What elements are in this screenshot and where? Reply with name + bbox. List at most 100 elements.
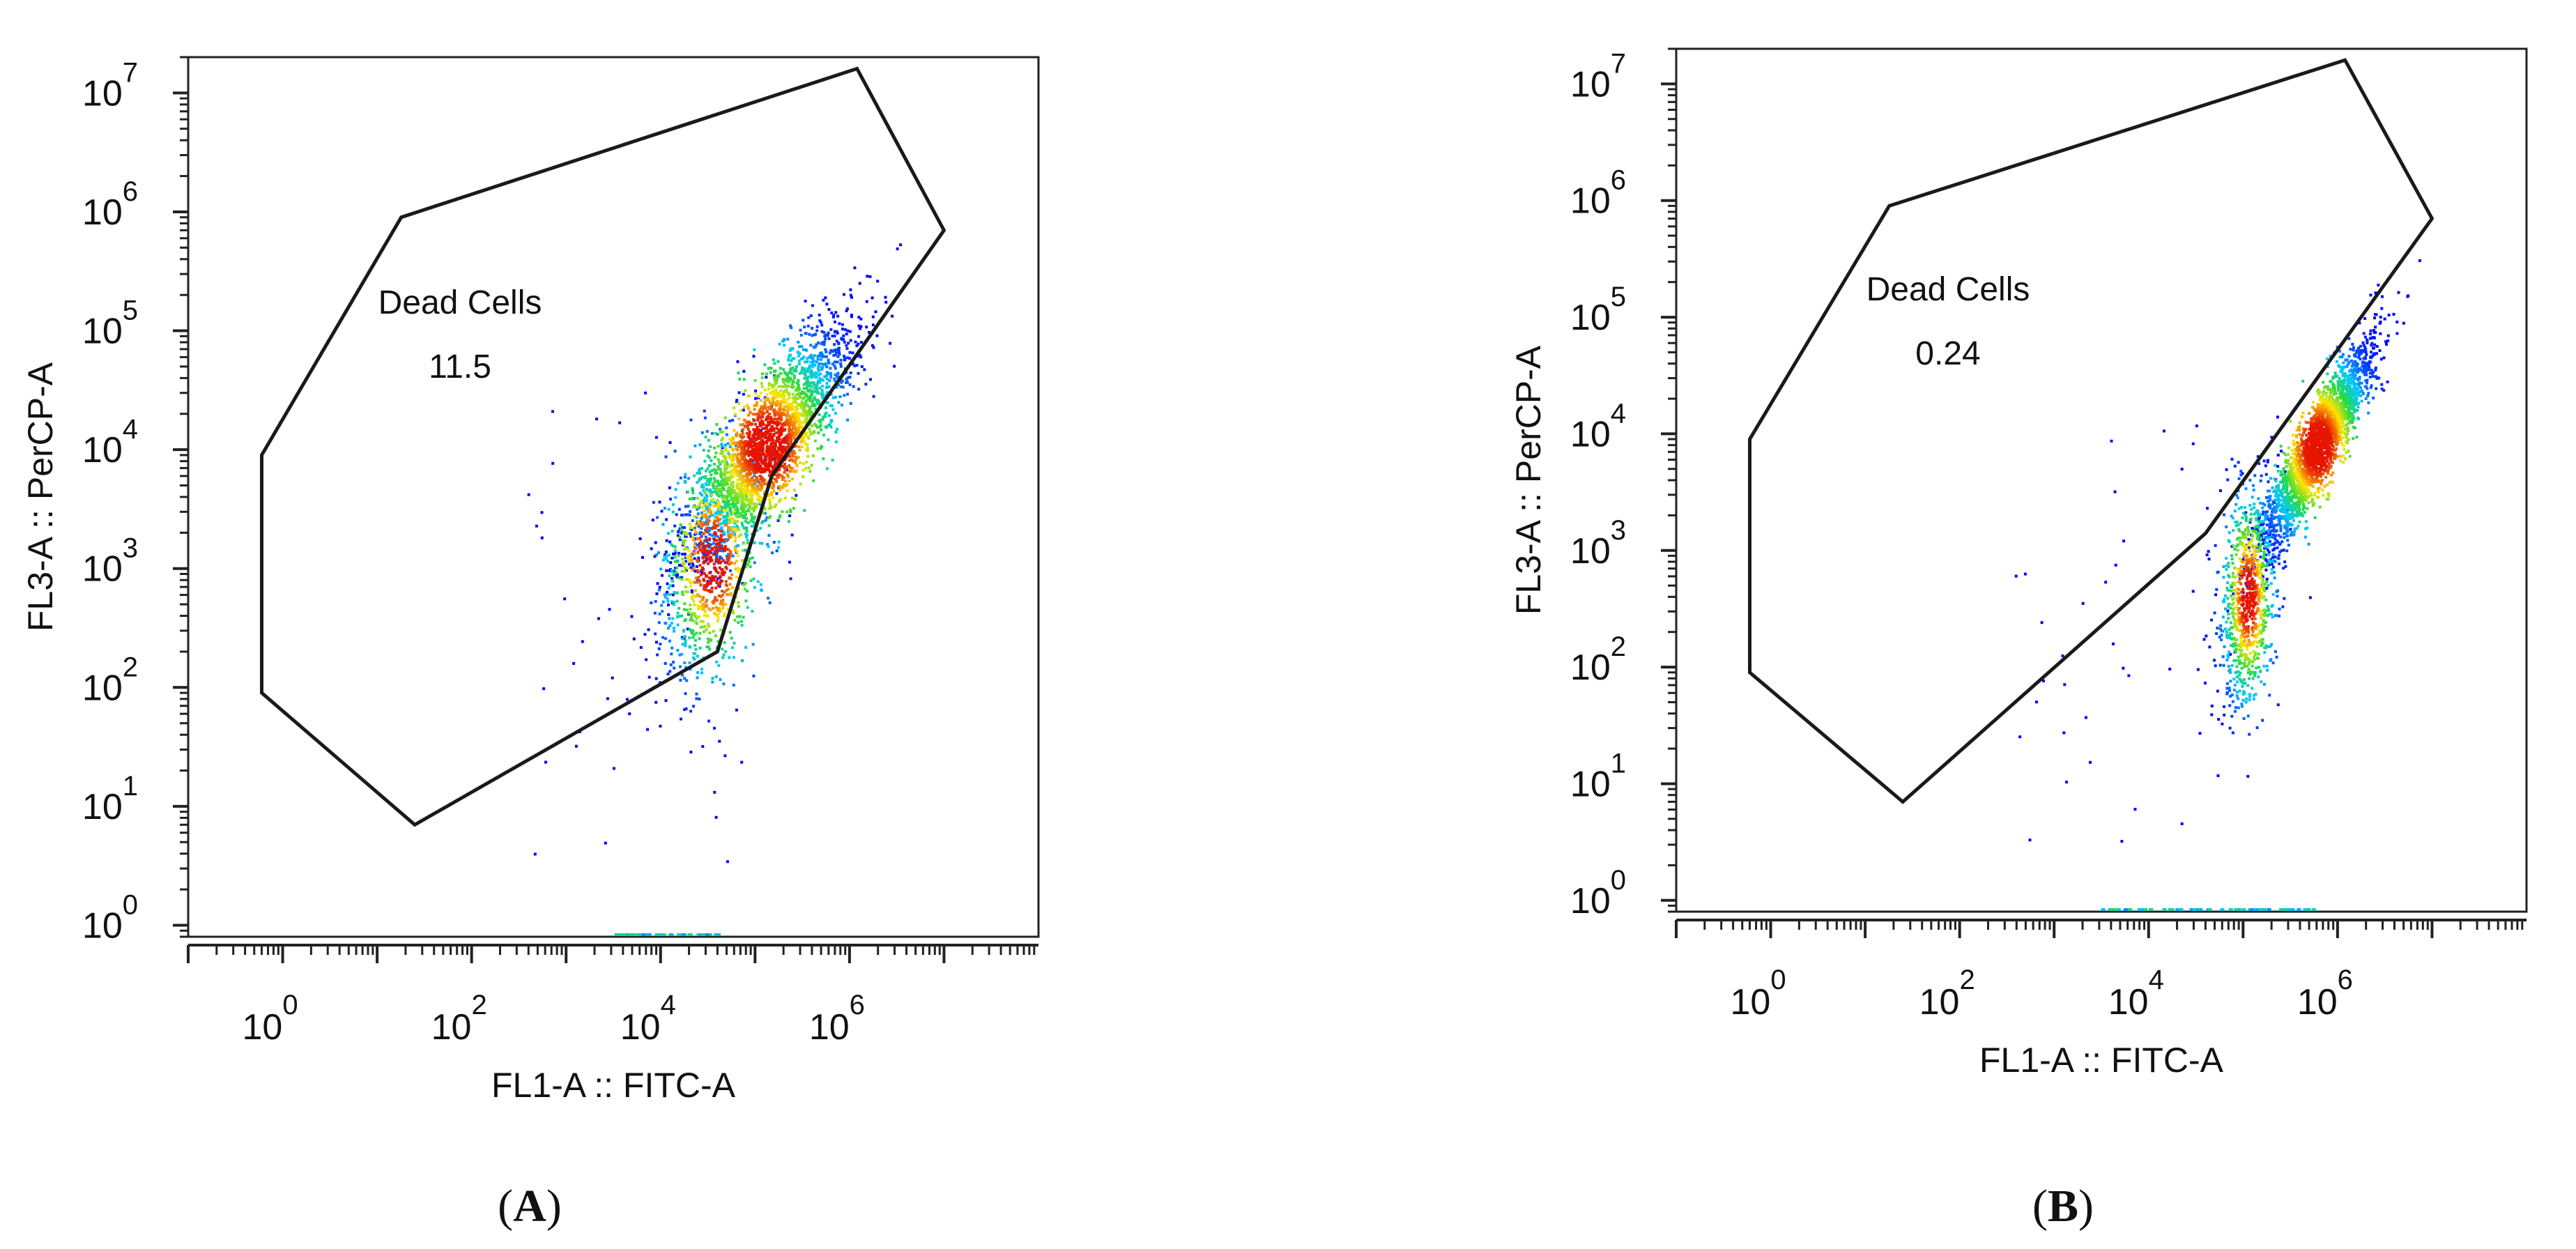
event-dot bbox=[743, 463, 746, 466]
event-dot bbox=[673, 552, 677, 555]
event-dot bbox=[2264, 513, 2267, 516]
event-dot bbox=[715, 660, 719, 664]
event-dot bbox=[806, 417, 809, 421]
event-dot bbox=[819, 418, 822, 422]
event-dot bbox=[2081, 601, 2085, 605]
event-dot bbox=[703, 416, 707, 420]
event-dot bbox=[794, 426, 797, 429]
event-dot bbox=[2210, 713, 2214, 717]
event-dot bbox=[819, 321, 822, 324]
event-dot bbox=[799, 482, 802, 486]
event-dot bbox=[2225, 620, 2228, 624]
event-dot bbox=[699, 539, 703, 543]
event-dot bbox=[660, 509, 664, 513]
event-dot bbox=[696, 505, 699, 509]
event-dot bbox=[673, 601, 676, 604]
event-dot bbox=[753, 515, 756, 519]
event-dot bbox=[753, 442, 756, 445]
event-dot bbox=[731, 419, 735, 422]
event-dot bbox=[681, 558, 684, 561]
event-dot bbox=[805, 420, 808, 423]
event-dot bbox=[715, 579, 719, 583]
event-dot bbox=[2313, 516, 2317, 519]
event-dot bbox=[2285, 502, 2289, 505]
event-dot bbox=[778, 417, 781, 420]
event-dot bbox=[2308, 596, 2312, 599]
event-dot bbox=[2246, 774, 2250, 778]
event-dot bbox=[719, 601, 723, 604]
event-dot bbox=[800, 435, 804, 438]
event-dot bbox=[754, 422, 757, 426]
event-dot bbox=[2271, 661, 2275, 665]
event-dot bbox=[2361, 350, 2365, 353]
event-dot bbox=[2268, 560, 2271, 563]
event-dot bbox=[2244, 519, 2248, 523]
event-dot bbox=[2241, 591, 2245, 595]
event-dot bbox=[707, 622, 710, 626]
event-dot bbox=[2280, 470, 2283, 473]
event-dot bbox=[846, 329, 850, 332]
event-dot bbox=[664, 595, 667, 599]
event-dot bbox=[2257, 666, 2260, 669]
event-dot bbox=[2371, 346, 2375, 350]
event-dot bbox=[699, 620, 703, 623]
x-tick-label: 106 bbox=[809, 990, 865, 1048]
event-dot bbox=[2284, 517, 2287, 521]
event-dot bbox=[724, 447, 728, 450]
event-dot bbox=[2285, 514, 2289, 517]
event-dot bbox=[726, 510, 729, 514]
event-dot bbox=[2365, 362, 2368, 365]
event-dot bbox=[820, 378, 823, 381]
event-dot bbox=[658, 612, 661, 615]
event-dot bbox=[2240, 703, 2244, 705]
event-dot bbox=[776, 475, 779, 479]
event-dot bbox=[691, 636, 695, 639]
event-dot bbox=[661, 574, 664, 577]
event-dot bbox=[777, 484, 781, 488]
event-dot bbox=[2285, 488, 2289, 491]
event-dot bbox=[691, 553, 694, 556]
event-dot bbox=[688, 661, 691, 664]
event-dot bbox=[834, 311, 838, 314]
event-dot bbox=[2278, 562, 2281, 565]
event-dot bbox=[788, 380, 790, 383]
event-dot bbox=[676, 611, 680, 615]
event-dot bbox=[837, 342, 841, 346]
event-dot bbox=[2218, 664, 2222, 667]
event-dot bbox=[749, 477, 753, 481]
event-dot bbox=[675, 591, 679, 595]
event-dot bbox=[651, 519, 654, 522]
event-dot bbox=[762, 404, 766, 408]
event-dot bbox=[2269, 522, 2272, 526]
event-dot bbox=[669, 584, 672, 588]
event-dot bbox=[693, 527, 696, 530]
event-dot bbox=[750, 423, 753, 426]
event-dot bbox=[738, 615, 742, 618]
event-dot bbox=[715, 548, 719, 551]
event-dot bbox=[730, 490, 734, 493]
event-dot bbox=[779, 486, 782, 490]
event-dot bbox=[769, 408, 773, 411]
event-dot bbox=[722, 472, 726, 475]
event-dot bbox=[752, 444, 756, 447]
event-dot bbox=[772, 441, 774, 445]
event-dot bbox=[711, 606, 714, 610]
event-dot bbox=[723, 546, 726, 550]
event-dot bbox=[699, 525, 703, 528]
event-dot bbox=[647, 675, 651, 679]
event-dot bbox=[703, 553, 707, 556]
event-dot bbox=[802, 411, 805, 414]
event-dot bbox=[2341, 381, 2345, 385]
event-dot bbox=[698, 491, 702, 495]
event-dot bbox=[726, 489, 729, 493]
event-dot bbox=[2245, 697, 2248, 700]
event-dot bbox=[2251, 687, 2254, 690]
event-dot bbox=[765, 445, 769, 448]
event-dot bbox=[2280, 473, 2284, 476]
event-dot bbox=[725, 521, 728, 525]
event-dot bbox=[720, 483, 723, 486]
event-dot bbox=[829, 393, 833, 397]
event-dot bbox=[810, 369, 813, 372]
event-dot bbox=[670, 556, 674, 560]
event-dot bbox=[777, 446, 780, 450]
